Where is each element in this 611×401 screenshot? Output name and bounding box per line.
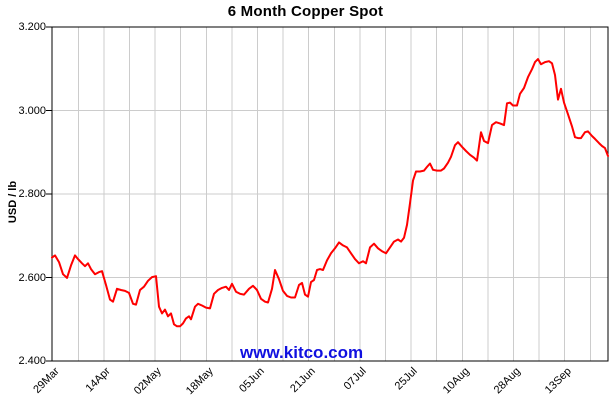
y-axis-ticks: [46, 26, 52, 362]
chart-title: 6 Month Copper Spot: [227, 3, 384, 20]
kitco-watermark: www.kitco.com: [240, 343, 364, 362]
y-axis-tick-label: 3.000: [18, 105, 46, 117]
y-axis-tick-label: 2.600: [18, 272, 46, 284]
price-line: [51, 58, 609, 328]
y-axis-tick-label: 2.800: [18, 188, 46, 200]
horizontal-gridlines: [52, 110, 608, 278]
plot-border: [51, 26, 609, 362]
y-axis-tick-label: 2.400: [18, 355, 46, 367]
y-axis-tick-label: 3.200: [18, 21, 46, 33]
